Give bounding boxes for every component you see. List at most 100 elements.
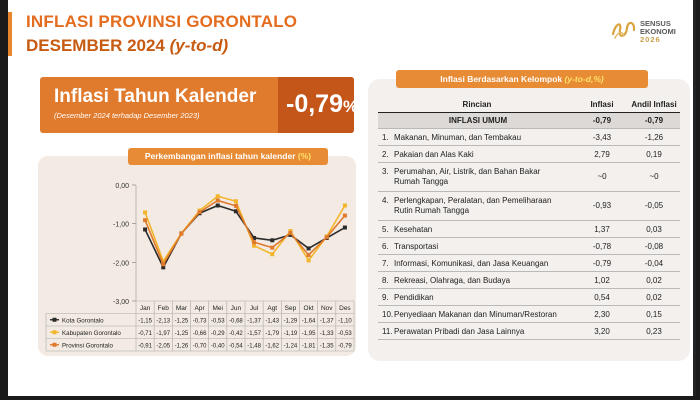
y-tick-label: -2,00 — [113, 260, 129, 267]
data-point — [161, 259, 166, 264]
logo-line2: EKONOMI — [640, 27, 676, 36]
row-label: Informasi, Komunikasi, dan Jasa Keuangan — [394, 258, 549, 268]
page-subtitle: DESEMBER 2024 (y-to-d) — [26, 36, 228, 56]
table-title-text: Inflasi Berdasarkan Kelompok — [440, 74, 563, 84]
row-number: 8. — [382, 275, 389, 285]
header-inflasi: Inflasi — [576, 97, 628, 113]
table-title: Inflasi Berdasarkan Kelompok (y-to-d,%) — [396, 70, 648, 88]
data-value-label: -1,15 — [138, 319, 152, 325]
chart-title-text: Perkembangan inflasi tahun kalender — [144, 151, 296, 161]
headline-card: Inflasi Tahun Kalender (Desember 2024 te… — [40, 77, 358, 133]
series-line — [144, 204, 346, 270]
row-name: 2. Pakaian dan Alas Kaki — [378, 145, 576, 163]
data-value-label: -0,42 — [229, 331, 243, 337]
data-value-label: -1,10 — [338, 319, 352, 325]
data-point — [197, 210, 202, 215]
row-andil: 0,02 — [628, 288, 680, 306]
table-row-inflasi-umum: INFLASI UMUM -0,79 -0,79 — [378, 112, 680, 129]
row-name: INFLASI UMUM — [378, 112, 576, 129]
row-label: Pakaian dan Alas Kaki — [394, 149, 474, 159]
x-tick-label: Mei — [213, 305, 223, 312]
row-name: 10.Penyediaan Makanan dan Minuman/Restor… — [378, 305, 576, 323]
x-tick-label: Apr — [195, 305, 206, 312]
row-label: Perlengkapan, Peralatan, dan Pemeliharaa… — [394, 196, 552, 205]
table-title-unit: (y-to-d,%) — [564, 74, 604, 84]
x-tick-label: Feb — [158, 305, 170, 312]
logo-line1: SENSUS — [640, 19, 671, 28]
row-inflasi: ~0 — [576, 162, 628, 192]
row-name: 6. Transportasi — [378, 237, 576, 255]
data-value-label: -0,79 — [338, 344, 352, 350]
series-line — [144, 199, 346, 267]
x-tick-label: Jan — [140, 305, 151, 312]
headline-number: -0,79 — [286, 90, 343, 118]
page-title: INFLASI PROVINSI GORONTALO — [26, 12, 298, 31]
y-tick-label: 0,00 — [115, 183, 129, 190]
data-value-label: -0,91 — [138, 344, 152, 350]
headline-label: Inflasi Tahun Kalender — [54, 86, 257, 107]
data-point — [233, 199, 238, 204]
row-label: Pendidikan — [394, 292, 434, 302]
data-point — [270, 252, 275, 257]
row-number: 2. — [382, 149, 389, 159]
data-value-label: -1,79 — [265, 331, 279, 337]
data-point — [324, 235, 329, 240]
row-label: Transportasi — [394, 241, 439, 251]
sensus-ekonomi-logo: SENSUS EKONOMI 2026 — [610, 16, 690, 48]
logo-mark-icon — [611, 21, 636, 39]
row-inflasi: 0,54 — [576, 288, 628, 306]
legend-marker — [52, 342, 57, 347]
data-point — [252, 240, 257, 245]
data-value-label: -1,24 — [284, 344, 298, 350]
row-label: Rekreasi, Olahraga, dan Budaya — [394, 275, 511, 285]
row-label: Perumahan, Air, Listrik, dan Bahan Bakar — [394, 167, 541, 176]
row-number: 5. — [382, 224, 389, 234]
data-value-label: -1,37 — [247, 319, 261, 325]
data-point — [215, 194, 220, 199]
x-tick-label: Okt — [304, 305, 314, 312]
data-value-label: -1,33 — [320, 331, 334, 337]
row-name: 4. Perlengkapan, Peralatan, dan Pemelihar… — [378, 191, 576, 221]
data-value-label: -1,48 — [247, 344, 261, 350]
x-tick-label: Des — [339, 305, 351, 312]
row-number: 4. — [382, 196, 389, 205]
row-number: 7. — [382, 258, 389, 268]
data-value-label: -2,13 — [156, 319, 170, 325]
row-name: 11.Perawatan Pribadi dan Jasa Lainnya — [378, 322, 576, 340]
data-value-label: -0,53 — [338, 331, 352, 337]
row-inflasi: 2,30 — [576, 305, 628, 323]
data-value-label: -0,53 — [211, 319, 225, 325]
row-andil: -1,26 — [628, 128, 680, 146]
y-tick-label: -3,00 — [113, 299, 129, 306]
data-point — [270, 245, 275, 250]
data-value-label: -1,19 — [284, 331, 298, 337]
data-value-label: -1,64 — [302, 319, 316, 325]
data-point — [306, 258, 311, 263]
table-header-row: Rincian Inflasi Andil Inflasi — [378, 97, 680, 113]
accent-bar — [8, 12, 12, 56]
data-value-label: -1,25 — [175, 319, 189, 325]
table-row: 6. Transportasi -0,78 -0,08 — [378, 237, 680, 255]
data-point — [215, 198, 220, 203]
row-label: Penyediaan Makanan dan Minuman/Restoran — [394, 309, 557, 319]
row-andil: -0,04 — [628, 254, 680, 272]
table-row: 5. Kesehatan 1,37 0,03 — [378, 220, 680, 238]
row-andil: 0,02 — [628, 271, 680, 289]
table-row: 10.Penyediaan Makanan dan Minuman/Restor… — [378, 305, 680, 323]
data-value-label: -1,37 — [320, 319, 334, 325]
data-value-label: -0,54 — [229, 344, 243, 350]
table-row: 9. Pendidikan 0,54 0,02 — [378, 288, 680, 306]
row-label-continued: Rumah Tangga — [394, 177, 449, 186]
subtitle-period: DESEMBER 2024 — [26, 36, 165, 55]
table-row: 11.Perawatan Pribadi dan Jasa Lainnya 3,2… — [378, 322, 680, 340]
data-point — [342, 225, 347, 230]
legend-marker — [52, 330, 57, 335]
legend-marker — [52, 317, 57, 322]
legend-label: Kota Gorontalo — [62, 318, 104, 325]
chart-title: Perkembangan inflasi tahun kalender (%) — [128, 148, 328, 165]
row-andil: 0,19 — [628, 145, 680, 163]
header-andil: Andil Inflasi — [628, 97, 680, 113]
table-panel: Inflasi Berdasarkan Kelompok (y-to-d,%) … — [368, 70, 690, 361]
data-point — [233, 203, 238, 208]
row-andil: ~0 — [628, 162, 680, 192]
